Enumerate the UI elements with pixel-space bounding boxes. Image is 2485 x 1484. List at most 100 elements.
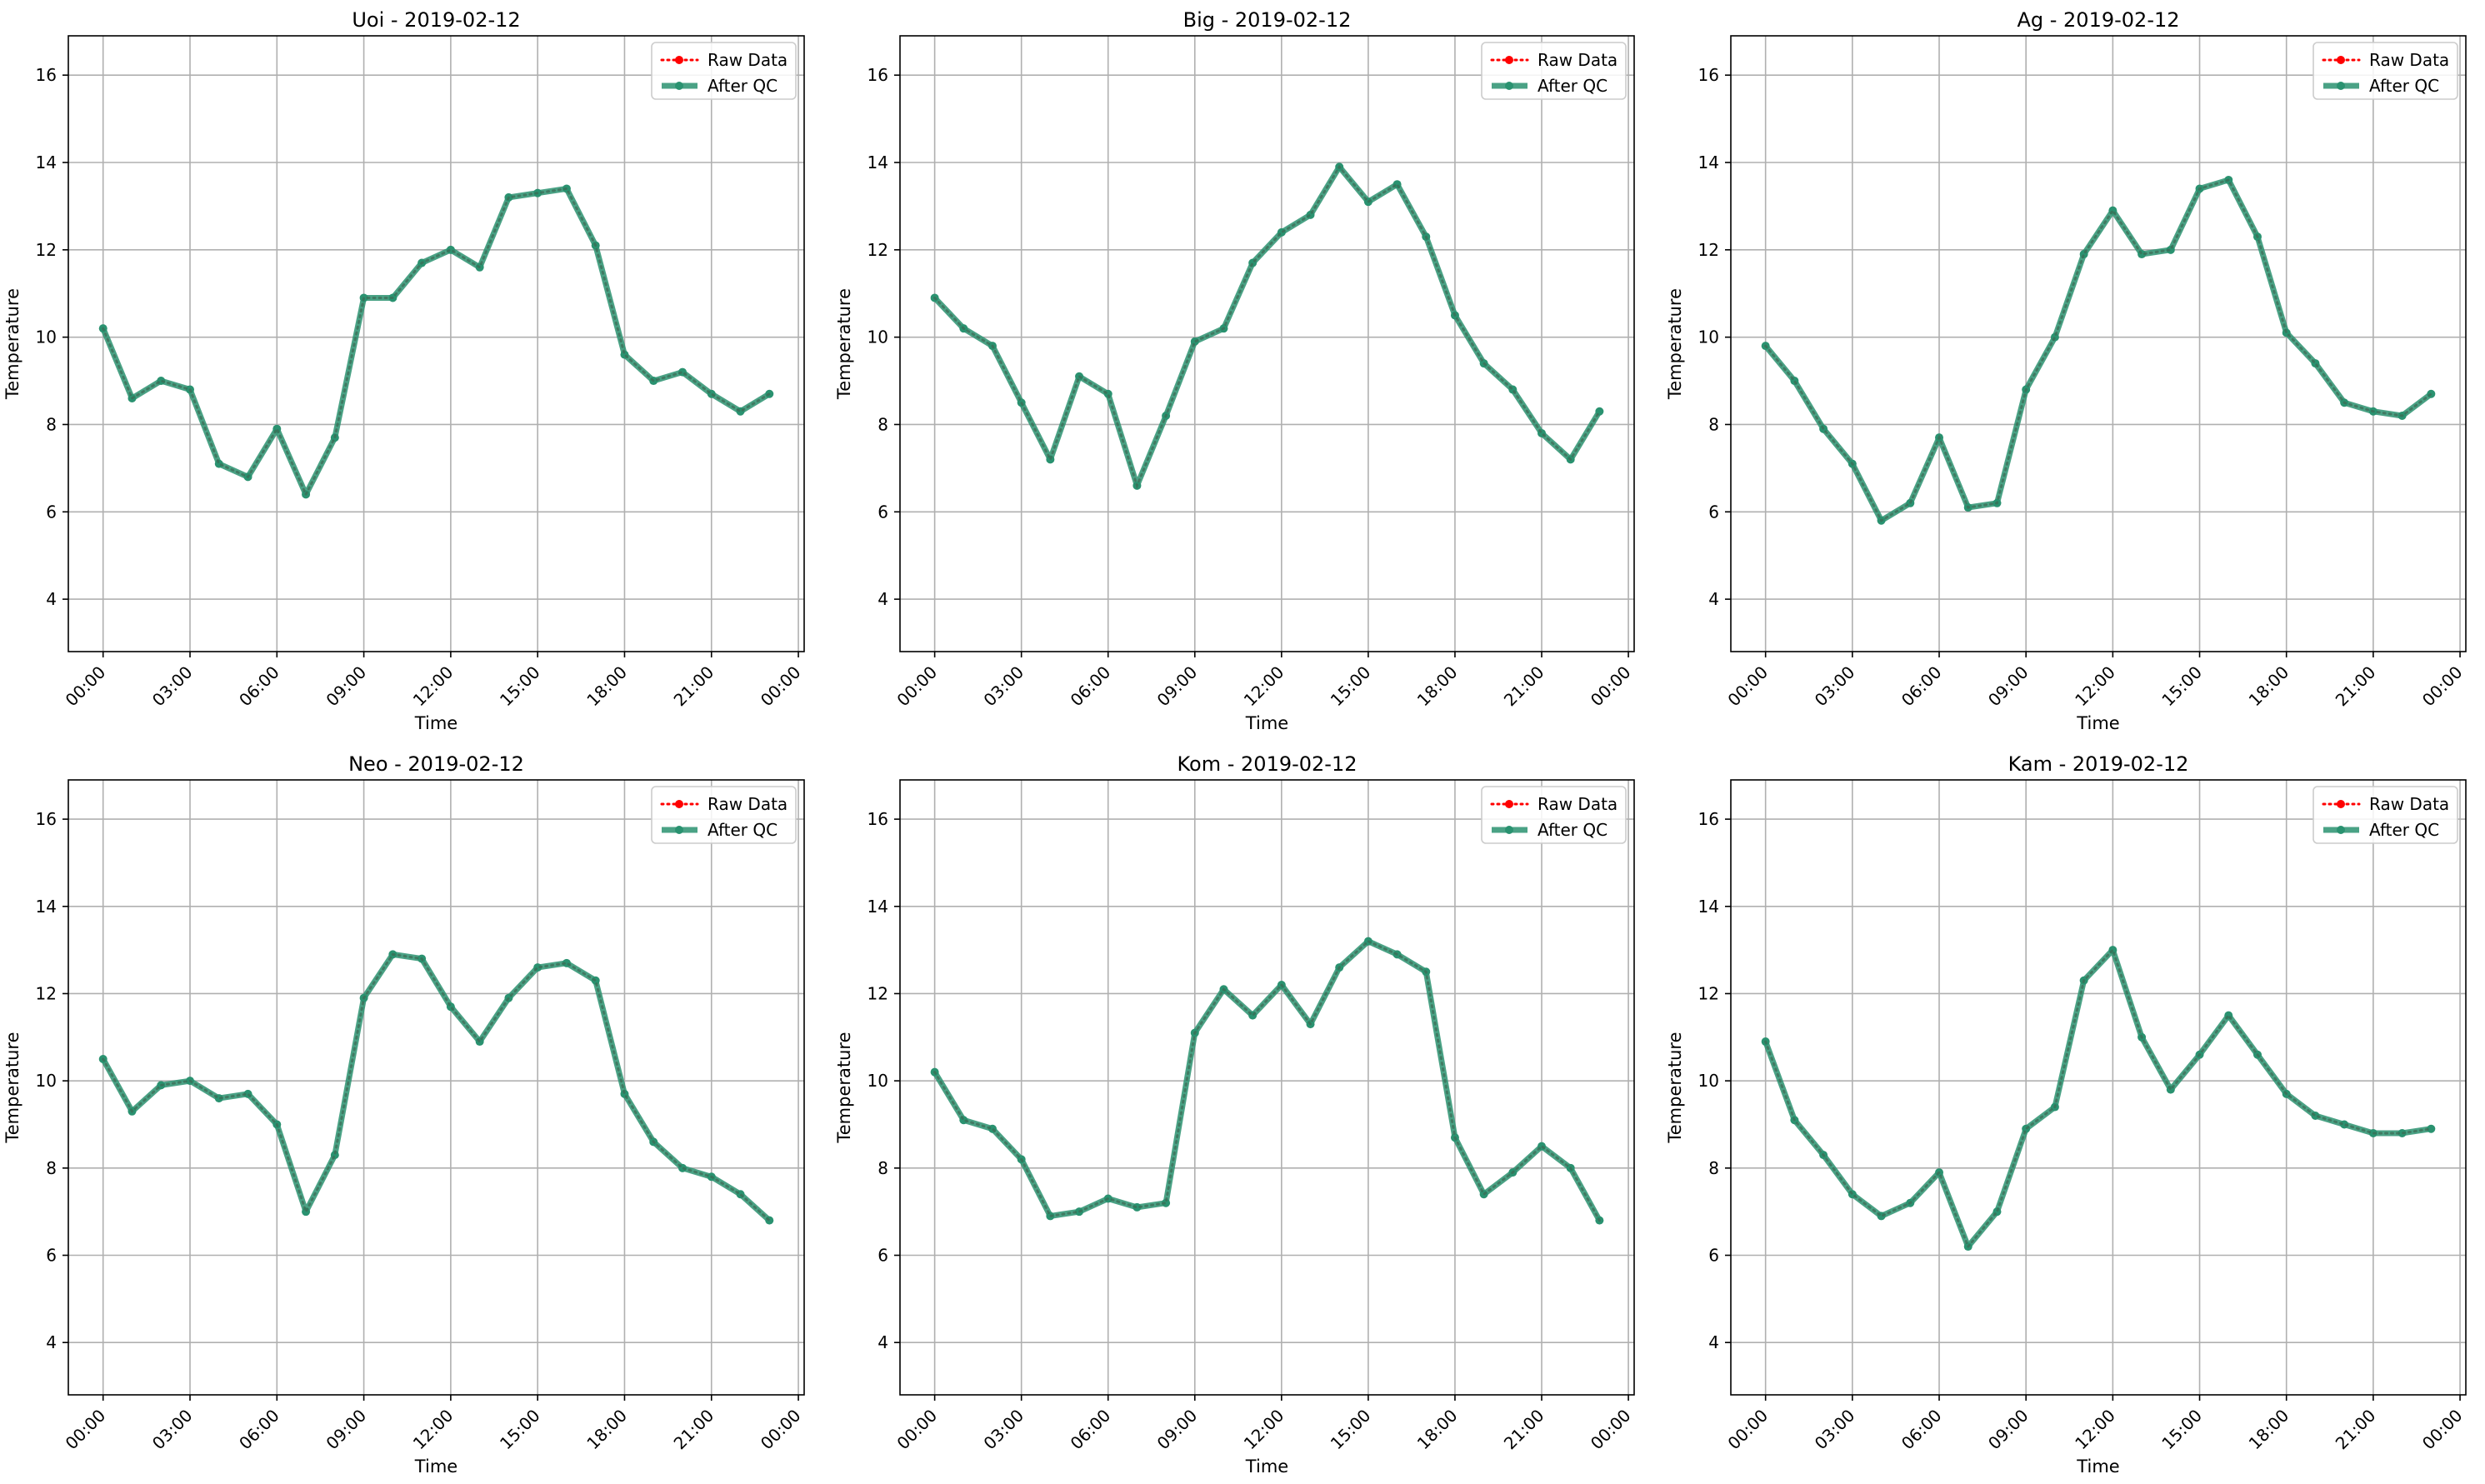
chart-panel-3: 4 6 8 10 12 14 16 00:00 03:00 06:00 09:00 12:00 15:0…	[1665, 8, 2467, 733]
legend-label-after-qc: After QC	[1538, 820, 1608, 840]
x-tick-label: 00:00	[1723, 662, 1772, 711]
y-tick-label: 14	[868, 897, 888, 917]
y-tick-label: 8	[1708, 414, 1719, 434]
x-tick-label: 21:00	[2332, 662, 2380, 711]
series-line-raw-data	[1764, 178, 2432, 522]
series-line-after-qc	[932, 163, 1602, 489]
x-tick-label: 09:00	[1984, 662, 2032, 711]
x-tick-label: 21:00	[1500, 1406, 1548, 1454]
x-tick-label: 18:00	[582, 662, 631, 711]
y-tick-label: 12	[868, 240, 888, 260]
y-tick-label: 6	[878, 502, 888, 522]
x-tick-label: 15:00	[2158, 1406, 2206, 1454]
x-tick-label: 00:00	[892, 662, 941, 711]
x-tick-label: 12:00	[409, 662, 458, 711]
y-tick-label: 10	[36, 1071, 57, 1091]
x-tick-label: 18:00	[1413, 1406, 1462, 1454]
legend-label-raw-data: Raw Data	[2369, 50, 2449, 70]
axes-frame	[899, 779, 1635, 1396]
axes-frame	[1730, 35, 2467, 652]
series-line-after-qc	[1762, 947, 2432, 1250]
y-tick-label: 12	[36, 983, 57, 1003]
y-tick-label: 14	[36, 152, 57, 172]
x-tick-label: 09:00	[1153, 1406, 1202, 1454]
x-tick-label: 12:00	[1240, 662, 1288, 711]
series-line-raw-data	[1764, 947, 2432, 1249]
series-line-raw-data	[933, 164, 1601, 490]
x-tick-label: 12:00	[1240, 1406, 1288, 1454]
x-tick-label: 15:00	[1327, 1406, 1375, 1454]
y-tick-label: 10	[1698, 1071, 1719, 1091]
y-tick-label: 6	[878, 1246, 888, 1266]
x-tick-label: 03:00	[1811, 1406, 1859, 1454]
legend-marker-raw-data	[2337, 56, 2345, 64]
x-tick-label: 00:00	[1587, 662, 1635, 711]
y-axis-label: Temperature	[1665, 288, 1685, 400]
x-tick-label: 15:00	[496, 662, 544, 711]
x-tick-label: 12:00	[2071, 662, 2119, 711]
x-tick-label: 06:00	[235, 1406, 283, 1454]
x-tick-label: 03:00	[1811, 662, 1859, 711]
legend-marker-after-qc	[2337, 82, 2345, 90]
x-tick-label: 00:00	[62, 1406, 110, 1454]
chart-title: Neo - 2019-02-12	[348, 752, 524, 776]
x-tick-label: 21:00	[1500, 662, 1548, 711]
chart-title: Big - 2019-02-12	[1183, 8, 1352, 32]
x-tick-label: 06:00	[1067, 662, 1115, 711]
x-tick-label: 00:00	[2418, 1406, 2467, 1454]
x-tick-label: 15:00	[2158, 662, 2206, 711]
y-axis-label: Temperature	[2, 288, 22, 400]
chart-panel-6: 4 6 8 10 12 14 16 00:00 03:00 06:00 09:00 12:00 15:0…	[1665, 752, 2467, 1477]
x-tick-label: 12:00	[2071, 1406, 2119, 1454]
y-tick-label: 6	[46, 502, 57, 522]
legend-label-raw-data: Raw Data	[708, 50, 788, 70]
y-tick-label: 10	[1698, 327, 1719, 347]
axes-frame	[68, 779, 805, 1396]
chart-panel-4: 4 6 8 10 12 14 16 00:00 03:00 06:00 09:00 12:00 15:0…	[2, 752, 805, 1477]
x-tick-label: 03:00	[979, 662, 1028, 711]
chart-title: Kam - 2019-02-12	[2008, 752, 2189, 776]
y-tick-label: 12	[1698, 240, 1719, 260]
legend-label-raw-data: Raw Data	[1538, 50, 1618, 70]
legend-marker-after-qc	[1505, 826, 1513, 834]
x-tick-label: 15:00	[1327, 662, 1375, 711]
legend-label-after-qc: After QC	[708, 820, 778, 840]
legend-label-after-qc: After QC	[2369, 76, 2439, 96]
series-line-after-qc	[100, 185, 772, 497]
x-tick-label: 12:00	[409, 1406, 458, 1454]
x-tick-label: 06:00	[1898, 1406, 1946, 1454]
legend-label-raw-data: Raw Data	[1538, 794, 1618, 814]
y-tick-label: 8	[1708, 1158, 1719, 1178]
y-tick-label: 16	[868, 65, 888, 85]
legend-marker-after-qc	[2337, 826, 2345, 834]
x-tick-label: 18:00	[2245, 1406, 2293, 1454]
legend-marker-raw-data	[1505, 800, 1513, 808]
y-axis-label: Temperature	[834, 1032, 854, 1143]
data-point-after-qc	[1132, 1202, 1142, 1212]
x-tick-label: 06:00	[1898, 662, 1946, 711]
x-axis-label: Time	[414, 713, 458, 733]
y-tick-label: 14	[1698, 152, 1719, 172]
y-tick-label: 14	[868, 152, 888, 172]
legend-marker-raw-data	[2337, 800, 2345, 808]
x-axis-label: Time	[2076, 1457, 2119, 1477]
data-point-after-qc	[1162, 1198, 1171, 1207]
chart-title: Ag - 2019-02-12	[2017, 8, 2179, 32]
x-tick-label: 06:00	[1067, 1406, 1115, 1454]
y-tick-label: 6	[46, 1246, 57, 1266]
x-tick-label: 00:00	[2418, 662, 2467, 711]
y-axis-label: Temperature	[834, 288, 854, 400]
y-tick-label: 8	[878, 1158, 888, 1178]
data-point-after-qc	[2427, 1124, 2436, 1133]
y-tick-label: 16	[36, 809, 57, 829]
legend-label-after-qc: After QC	[2369, 820, 2439, 840]
series-line-raw-data	[933, 939, 1601, 1222]
legend-marker-after-qc	[1505, 82, 1513, 90]
x-tick-label: 00:00	[892, 1406, 941, 1454]
x-tick-label: 18:00	[582, 1406, 631, 1454]
y-tick-label: 16	[1698, 809, 1719, 829]
y-tick-label: 16	[1698, 65, 1719, 85]
legend-marker-raw-data	[1505, 56, 1513, 64]
x-tick-label: 03:00	[148, 662, 197, 711]
x-tick-label: 03:00	[979, 1406, 1028, 1454]
